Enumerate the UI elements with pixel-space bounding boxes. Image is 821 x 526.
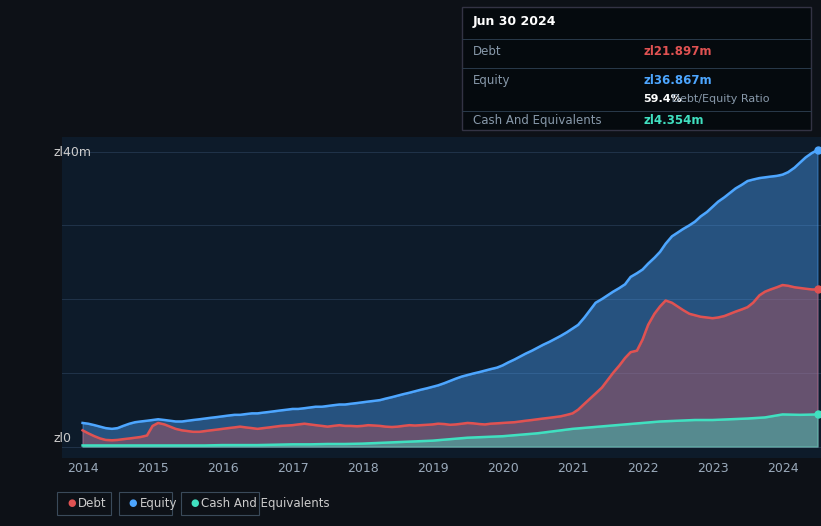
Text: 59.4%: 59.4%: [644, 94, 682, 104]
Text: ●: ●: [129, 498, 137, 509]
Text: ●: ●: [67, 498, 76, 509]
Text: zl0: zl0: [53, 432, 71, 445]
Text: Debt: Debt: [473, 45, 502, 58]
Text: Jun 30 2024: Jun 30 2024: [473, 15, 556, 28]
Text: ●: ●: [190, 498, 199, 509]
Text: zl36.867m: zl36.867m: [644, 74, 713, 87]
Text: Cash And Equivalents: Cash And Equivalents: [201, 497, 330, 510]
Text: zl4.354m: zl4.354m: [644, 114, 704, 127]
Text: Debt: Debt: [78, 497, 107, 510]
Text: Debt/Equity Ratio: Debt/Equity Ratio: [668, 94, 769, 104]
Text: zl21.897m: zl21.897m: [644, 45, 712, 58]
Text: Equity: Equity: [473, 74, 510, 87]
Text: zl40m: zl40m: [53, 146, 91, 159]
Text: Equity: Equity: [140, 497, 177, 510]
Text: Cash And Equivalents: Cash And Equivalents: [473, 114, 601, 127]
